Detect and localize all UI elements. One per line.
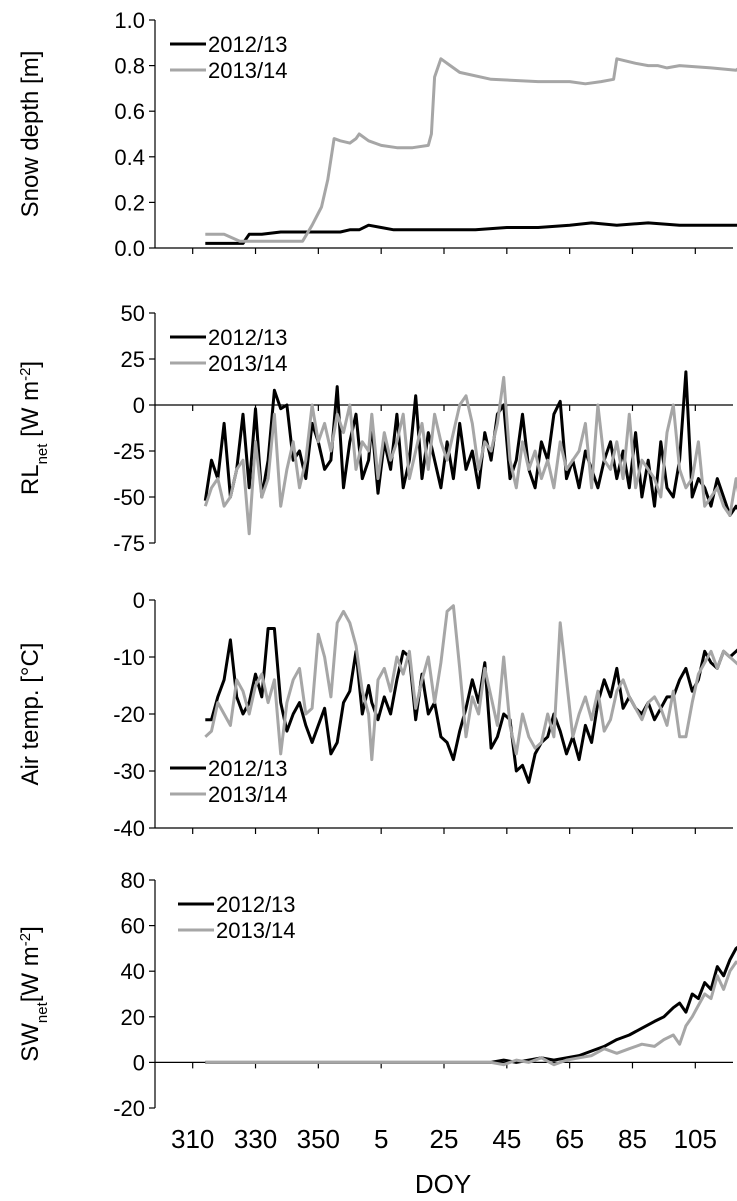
legend-label: 2012/13 xyxy=(208,32,288,57)
series-line-2013-14 xyxy=(204,604,737,762)
x-tick-label: 25 xyxy=(430,1124,459,1154)
x-axis: 310330350525456585105125 xyxy=(171,1124,737,1154)
y-tick-label: -75 xyxy=(113,531,145,556)
legend-label: 2013/14 xyxy=(208,782,288,807)
air-temp-panel: -40 -30 -20 -10 0 Air temp. [°C] 2012/132013/1… xyxy=(17,588,737,841)
y-tick-label: 0 xyxy=(133,1050,145,1075)
legend-label: 2012/13 xyxy=(208,756,288,781)
series-line-2012-13 xyxy=(205,945,737,1064)
y-axis-title: RLnet [W m-2] xyxy=(17,361,51,495)
y-tick-label: 0.0 xyxy=(114,236,145,261)
x-axis-title: DOY xyxy=(415,1169,471,1199)
series-line-2013-14 xyxy=(205,57,737,243)
x-tick-label: 105 xyxy=(674,1124,717,1154)
y-tick-label: -25 xyxy=(113,439,145,464)
legend-label: 2012/13 xyxy=(216,892,296,917)
x-tick-label: 5 xyxy=(374,1124,388,1154)
rl-net-panel: -75 -50 -25 0 25 50 RLnet [W m-2] 2012/132013/1… xyxy=(17,301,737,556)
y-tick-label: 20 xyxy=(121,1005,145,1030)
x-tick-label: 65 xyxy=(555,1124,584,1154)
y-tick-label: 80 xyxy=(121,868,145,893)
snow-depth-panel: 0.0 0.2 0.4 0.6 0.8 1.0 Snow depth [m] 2012/132… xyxy=(17,8,737,261)
x-tick-label: 350 xyxy=(297,1124,340,1154)
y-tick-label: 0.6 xyxy=(114,99,145,124)
legend-label: 2013/14 xyxy=(216,918,296,943)
y-tick-label: -20 xyxy=(113,1096,145,1121)
y-tick-label: -10 xyxy=(113,645,145,670)
y-tick-label: 50 xyxy=(121,301,145,326)
y-tick-label: -30 xyxy=(113,759,145,784)
series-line-2013-14 xyxy=(205,960,737,1067)
legend-label: 2012/13 xyxy=(208,325,288,350)
y-tick-label: -20 xyxy=(113,702,145,727)
series-line-2013-14 xyxy=(203,375,737,536)
x-tick-label: 45 xyxy=(492,1124,521,1154)
x-tick-label: 330 xyxy=(234,1124,277,1154)
y-axis-title: Air temp. [°C] xyxy=(17,643,44,786)
y-tick-label: 0.2 xyxy=(114,190,145,215)
legend-label: 2013/14 xyxy=(208,58,288,83)
x-tick-label: 85 xyxy=(618,1124,647,1154)
x-tick-label: 310 xyxy=(171,1124,214,1154)
y-tick-label: 1.0 xyxy=(114,8,145,33)
y-tick-label: 0.4 xyxy=(114,145,145,170)
y-tick-label: -40 xyxy=(113,816,145,841)
series-line-2012-13 xyxy=(203,370,737,517)
y-tick-label: 0 xyxy=(133,393,145,418)
y-tick-label: 0 xyxy=(133,588,145,613)
y-tick-label: -50 xyxy=(113,485,145,510)
y-tick-label: 25 xyxy=(121,347,145,372)
y-tick-label: 40 xyxy=(121,959,145,984)
y-axis-title: SWnet[W m-2] xyxy=(17,926,51,1062)
legend-label: 2013/14 xyxy=(208,351,288,376)
y-axis-title: Snow depth [m] xyxy=(17,51,44,218)
y-tick-label: 60 xyxy=(121,914,145,939)
series-line-2012-13 xyxy=(205,221,737,245)
y-tick-label: 0.8 xyxy=(114,54,145,79)
